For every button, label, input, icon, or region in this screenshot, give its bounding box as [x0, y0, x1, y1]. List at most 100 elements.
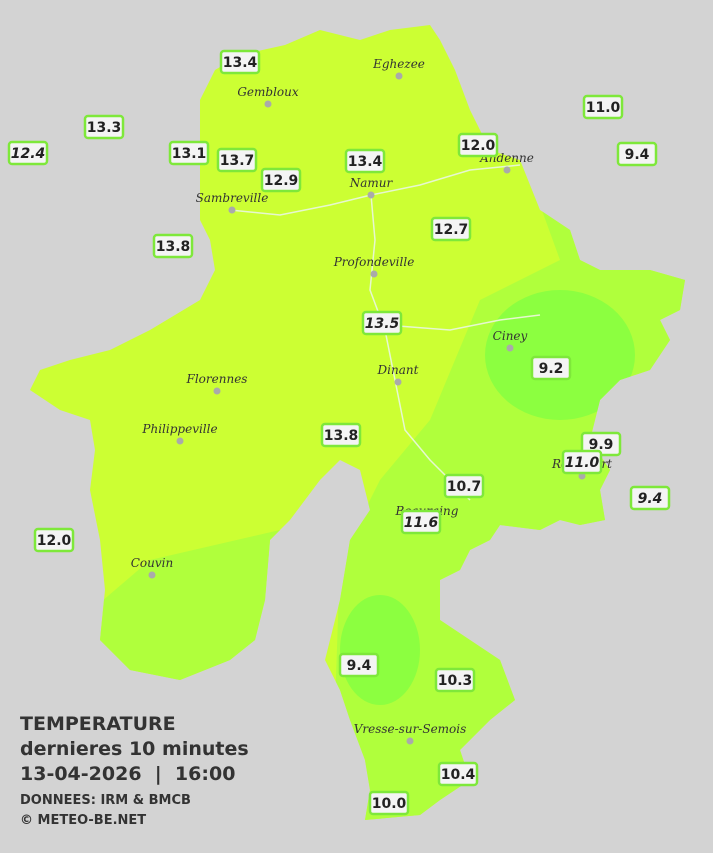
- city-label: Philippeville: [141, 422, 217, 436]
- station-reading: 11.0: [582, 94, 624, 120]
- city-label: Eghezee: [372, 57, 425, 71]
- station-reading: 10.3: [434, 667, 476, 693]
- station-reading: 9.4: [629, 485, 671, 511]
- city-label: Namur: [349, 176, 394, 190]
- reading-value: 12.9: [264, 173, 299, 189]
- reading-box: [561, 449, 603, 475]
- reading-value: 12.7: [434, 222, 469, 238]
- station-reading: 9.2: [530, 355, 572, 381]
- reading-value: 13.4: [348, 154, 383, 170]
- reading-box: [33, 527, 75, 553]
- city-dot: [503, 166, 511, 174]
- station-reading: 13.8: [152, 233, 194, 259]
- reading-box: [320, 422, 362, 448]
- station-reading: 13.7: [216, 147, 258, 173]
- reading-box: [168, 140, 210, 166]
- station-reading: 10.0: [368, 790, 410, 816]
- reading-box: [582, 94, 624, 120]
- station-reading: 13.8: [320, 422, 362, 448]
- reading-box: [361, 310, 403, 336]
- station-reading: 13.1: [168, 140, 210, 166]
- city-dot: [370, 270, 378, 278]
- reading-value: 10.3: [438, 673, 473, 689]
- station-reading: 11.0: [561, 449, 603, 475]
- reading-box: [443, 473, 485, 499]
- reading-value: 13.4: [223, 55, 258, 71]
- reading-box: [344, 148, 386, 174]
- city-label: Gembloux: [237, 85, 299, 99]
- station-reading: 10.7: [443, 473, 485, 499]
- city-dot: [406, 737, 414, 745]
- reading-box: [400, 509, 442, 535]
- reading-box: [152, 233, 194, 259]
- reading-box: [530, 355, 572, 381]
- station-reading: 11.6: [400, 509, 442, 535]
- reading-value: 13.3: [87, 120, 122, 136]
- station-reading: 13.4: [344, 148, 386, 174]
- reading-value: 10.4: [441, 767, 476, 783]
- city-dot: [367, 191, 375, 199]
- reading-value: 13.1: [172, 146, 207, 162]
- station-reading: 12.7: [430, 216, 472, 242]
- reading-value: 10.7: [447, 479, 482, 495]
- reading-box: [260, 167, 302, 193]
- reading-box: [457, 132, 499, 158]
- city-label: Dinant: [377, 363, 419, 377]
- station-reading: 12.0: [457, 132, 499, 158]
- city-label: Couvin: [131, 556, 173, 570]
- station-reading: 12.4: [7, 140, 49, 166]
- city-dot: [395, 72, 403, 80]
- reading-value: 9.4: [625, 147, 650, 163]
- reading-value: 9.4: [638, 491, 663, 507]
- legend-timestamp: 13-04-2026 | 16:00: [20, 763, 235, 785]
- station-reading: 13.4: [219, 49, 261, 75]
- reading-value: 11.0: [565, 455, 600, 471]
- legend-copyright: © METEO-BE.NET: [20, 813, 146, 828]
- station-reading: 9.4: [338, 652, 380, 678]
- city-dot: [213, 387, 221, 395]
- reading-value: 12.0: [37, 533, 72, 549]
- reading-value: 11.0: [586, 100, 621, 116]
- reading-value: 12.0: [461, 138, 496, 154]
- reading-box: [437, 761, 479, 787]
- reading-value: 13.8: [156, 239, 191, 255]
- reading-value: 13.8: [324, 428, 359, 444]
- station-reading: 12.0: [33, 527, 75, 553]
- reading-value: 9.2: [539, 361, 564, 377]
- city-label: Sambreville: [196, 191, 269, 205]
- city-dot: [148, 571, 156, 579]
- reading-box: [338, 652, 380, 678]
- reading-box: [219, 49, 261, 75]
- reading-value: 10.0: [372, 796, 407, 812]
- legend-title: TEMPERATURE: [20, 713, 176, 735]
- reading-box: [430, 216, 472, 242]
- city-dot: [394, 378, 402, 386]
- city-label: Florennes: [186, 372, 248, 386]
- reading-value: 9.9: [589, 437, 614, 453]
- reading-value: 11.6: [404, 515, 439, 531]
- station-reading: 9.4: [616, 141, 658, 167]
- city-dot: [264, 100, 272, 108]
- reading-box: [629, 485, 671, 511]
- station-reading: 12.9: [260, 167, 302, 193]
- station-reading: 13.5: [361, 310, 403, 336]
- reading-box: [368, 790, 410, 816]
- reading-value: 9.4: [347, 658, 372, 674]
- reading-value: 13.5: [365, 316, 400, 332]
- city-label: Ciney: [493, 329, 528, 343]
- reading-box: [7, 140, 49, 166]
- legend-period: dernieres 10 minutes: [20, 738, 249, 760]
- reading-value: 12.4: [11, 146, 46, 162]
- city-dot: [506, 344, 514, 352]
- city-label: Profondeville: [333, 255, 415, 269]
- station-reading: 10.4: [437, 761, 479, 787]
- reading-value: 13.7: [220, 153, 255, 169]
- city-dot: [228, 206, 236, 214]
- city-dot: [176, 437, 184, 445]
- station-reading: 13.3: [83, 114, 125, 140]
- reading-box: [434, 667, 476, 693]
- reading-box: [616, 141, 658, 167]
- legend-source: DONNEES: IRM & BMCB: [20, 793, 191, 808]
- reading-box: [83, 114, 125, 140]
